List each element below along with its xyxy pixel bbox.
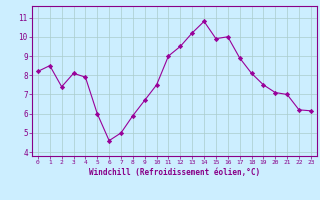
X-axis label: Windchill (Refroidissement éolien,°C): Windchill (Refroidissement éolien,°C) (89, 168, 260, 177)
